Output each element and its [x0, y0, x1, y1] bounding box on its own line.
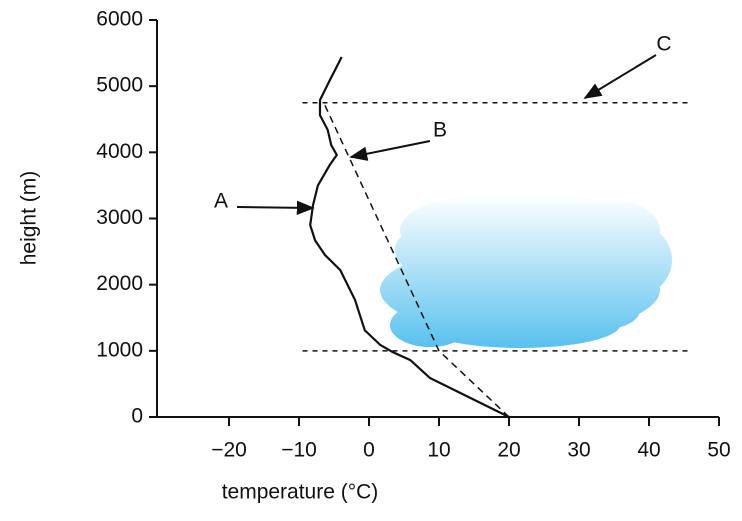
y-tick-label: 0: [131, 405, 143, 428]
y-tick-label: 6000: [96, 8, 143, 31]
x-tick-label: 50: [707, 439, 730, 462]
x-axis-label: temperature (°C): [222, 481, 379, 504]
y-tick-label: 2000: [96, 272, 143, 295]
annotation-label: B: [433, 119, 447, 142]
profile-line: [322, 100, 510, 418]
y-tick-label: 5000: [96, 74, 143, 97]
y-tick-label: 3000: [96, 206, 143, 229]
x-tick-label: 30: [567, 439, 590, 462]
y-axis-label: height (m): [18, 171, 41, 266]
annotation-arrow: [583, 54, 657, 99]
annotation-label: A: [214, 190, 228, 213]
x-tick-label: 40: [637, 439, 660, 462]
annotation-arrow: [236, 200, 315, 215]
x-tick-label: 20: [497, 439, 520, 462]
y-tick-label: 4000: [96, 140, 143, 163]
annotation-arrow: [349, 140, 431, 161]
profile-line: [309, 56, 510, 418]
y-tick-label: 1000: [96, 338, 143, 361]
x-tick-label: 10: [427, 439, 450, 462]
annotation-label: C: [656, 33, 671, 56]
x-tick-label: −10: [281, 439, 317, 462]
cloud: [380, 190, 672, 348]
x-tick-label: −20: [211, 439, 247, 462]
x-tick-label: 0: [363, 439, 375, 462]
